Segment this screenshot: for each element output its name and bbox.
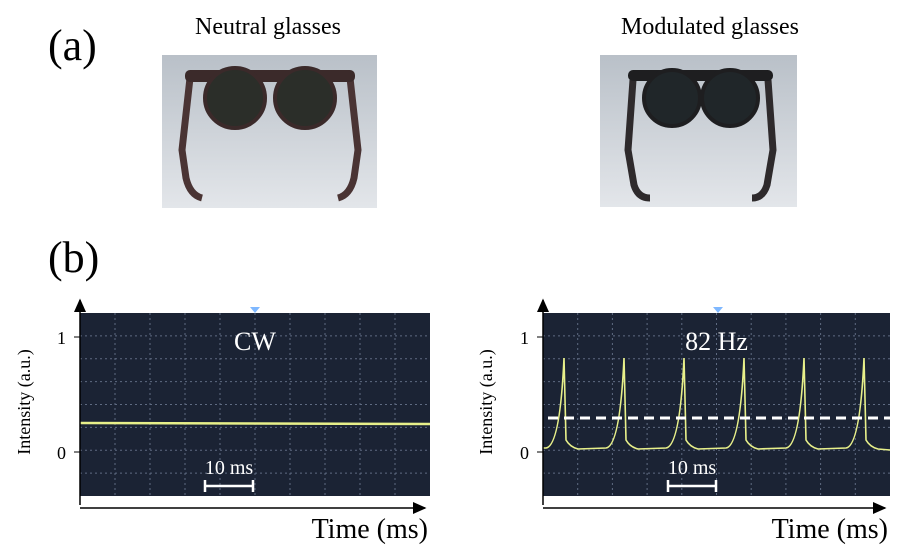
y-tick-label: 1: [57, 328, 66, 348]
x-axis-label: Time (ms): [772, 514, 888, 545]
scale-bar-label: 10 ms: [668, 457, 717, 479]
scope-title: CW: [234, 327, 276, 356]
x-axis-label: Time (ms): [312, 514, 428, 545]
y-tick-label: 0: [520, 443, 529, 463]
y-axis-label: Intensity (a.u.): [476, 349, 497, 454]
marker: [250, 307, 260, 313]
trace: [80, 423, 430, 424]
photo: [162, 55, 377, 208]
caption: Modulated glasses: [621, 14, 799, 40]
marker: [713, 307, 723, 313]
y-tick-label: 0: [57, 443, 66, 463]
panel-label: (a): [48, 21, 97, 70]
y-axis-label: Intensity (a.u.): [14, 349, 35, 454]
photo: [600, 55, 797, 207]
scopes: CW 10 ms 1 0 Intensity (a.u.) Time (ms) 82 Hz 1…: [14, 300, 890, 545]
caption: Neutral glasses: [195, 14, 341, 40]
figure: (a) Neutral glasses Modulated glasses (b…: [0, 0, 898, 550]
panel-label: (b): [48, 233, 99, 282]
y-tick-label: 1: [520, 328, 529, 348]
scope-title: 82 Hz: [685, 327, 748, 356]
scale-bar-label: 10 ms: [205, 457, 254, 479]
